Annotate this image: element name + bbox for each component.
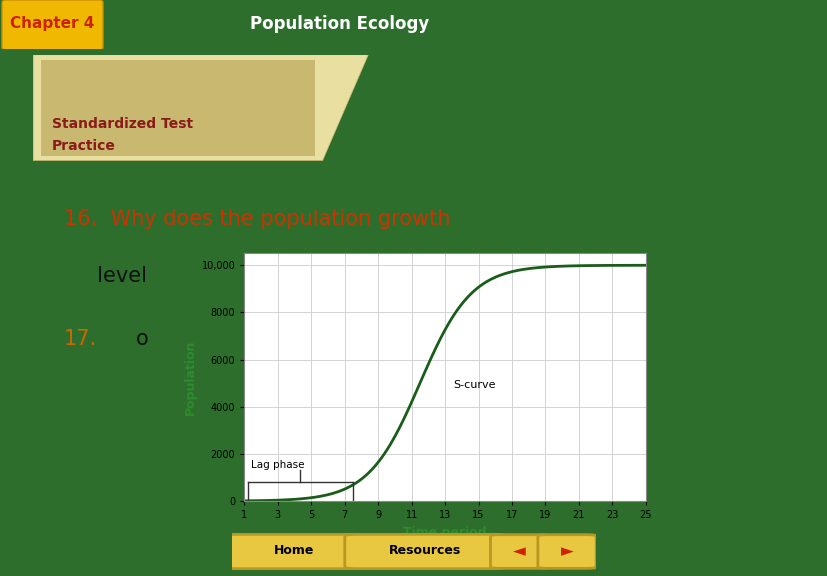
Text: Resources: Resources (389, 544, 461, 557)
Text: Standardized Test: Standardized Test (52, 118, 193, 131)
Polygon shape (33, 55, 368, 161)
FancyBboxPatch shape (224, 535, 362, 569)
FancyBboxPatch shape (490, 535, 548, 569)
Text: ►: ► (560, 542, 572, 560)
Text: S-curve: S-curve (453, 380, 495, 390)
Text: o: o (136, 329, 149, 349)
X-axis label: Time period: Time period (403, 526, 486, 539)
Text: Home: Home (273, 544, 313, 557)
Text: Population Ecology: Population Ecology (250, 15, 428, 33)
FancyBboxPatch shape (41, 59, 314, 156)
Text: 16.  Why does the population growth: 16. Why does the population growth (64, 209, 449, 229)
Text: 17.: 17. (64, 329, 97, 349)
FancyBboxPatch shape (538, 535, 595, 569)
Text: ◄: ◄ (513, 542, 525, 560)
Text: level: level (64, 266, 146, 286)
FancyBboxPatch shape (2, 0, 103, 50)
Y-axis label: Population: Population (184, 340, 197, 415)
Text: Practice: Practice (52, 139, 116, 153)
Text: Lag phase: Lag phase (251, 460, 304, 470)
Text: Chapter 4: Chapter 4 (10, 17, 94, 32)
FancyBboxPatch shape (344, 535, 504, 569)
